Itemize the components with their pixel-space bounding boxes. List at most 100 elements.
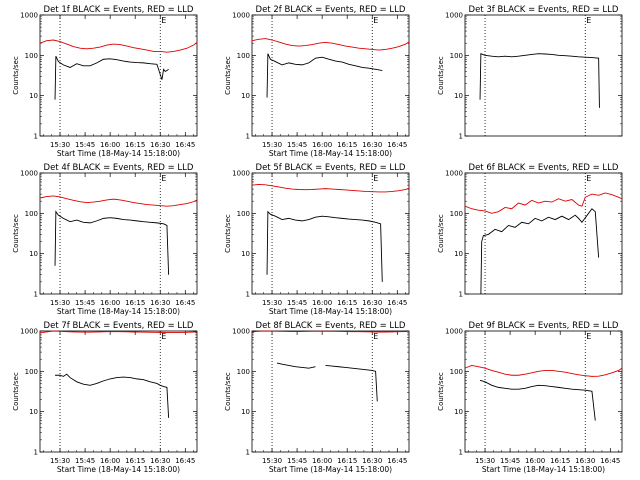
y-axis-label: Counts/sec <box>12 372 20 411</box>
x-tick-label: 15:30 <box>262 299 282 307</box>
y-tick-label: 100 <box>237 210 250 218</box>
x-tick-label: 16:00 <box>525 457 545 465</box>
panel-2: Det 2f BLACK = Events, RED = LLD 1 10 100 10… <box>224 5 410 158</box>
x-tick-label: 16:00 <box>100 299 120 307</box>
plot-frame <box>251 14 410 137</box>
lld-series-line <box>39 195 198 207</box>
x-tick-label: 16:00 <box>100 457 120 465</box>
x-tick-label: 16:00 <box>312 457 332 465</box>
events-series-line <box>480 208 600 295</box>
y-tick-label: 100 <box>237 368 250 376</box>
x-axis-label: Start Time (18-May-14 15:18:00) <box>269 465 392 474</box>
lld-series-line <box>39 39 198 53</box>
y-tick-label: 1 <box>459 133 463 141</box>
y-tick-label: 1 <box>246 449 250 457</box>
x-axis-label: Start Time (18-May-14 15:18:00) <box>269 149 392 158</box>
panel-9: Det 9f BLACK = Events, RED = LLD 1 10 100 10… <box>437 321 623 474</box>
x-tick-label: 16:45 <box>175 141 195 149</box>
time-marker-label: E <box>373 174 378 183</box>
events-series-line <box>479 52 600 108</box>
time-marker-label: E <box>586 174 591 183</box>
y-axis-label: Counts/sec <box>12 214 20 253</box>
x-tick-label: 15:30 <box>50 457 70 465</box>
events-series-line <box>55 373 170 418</box>
x-axis-label: Start Time (18-May-14 15:18:00) <box>57 307 180 316</box>
panel-title: Det 5f BLACK = Events, RED = LLD <box>256 163 406 173</box>
time-marker-label: E <box>161 332 166 341</box>
y-tick-label: 1000 <box>20 328 38 336</box>
x-axis-label: Start Time (18-May-14 15:18:00) <box>269 307 392 316</box>
y-tick-label: 100 <box>450 210 463 218</box>
y-tick-label: 100 <box>25 368 38 376</box>
plot-frame <box>251 172 410 295</box>
x-tick-label: 15:45 <box>287 299 307 307</box>
lld-series-line <box>464 364 623 377</box>
y-tick-label: 100 <box>25 52 38 60</box>
plot-frame <box>39 14 198 137</box>
y-tick-label: 100 <box>450 368 463 376</box>
plot-frame <box>464 14 623 137</box>
time-marker-label: E <box>373 332 378 341</box>
plot-frame <box>39 330 198 453</box>
x-tick-label: 16:00 <box>312 141 332 149</box>
plot-frame <box>251 330 410 453</box>
panel-title: Det 3f BLACK = Events, RED = LLD <box>469 5 619 15</box>
events-series-line <box>54 56 169 100</box>
y-axis-label: Counts/sec <box>437 372 445 411</box>
events-series-line <box>276 362 378 402</box>
x-tick-label: 16:30 <box>150 299 170 307</box>
y-tick-label: 1 <box>34 133 38 141</box>
events-series-line <box>479 379 596 421</box>
x-tick-label: 15:30 <box>50 141 70 149</box>
lld-series-line <box>39 330 198 334</box>
x-tick-label: 15:45 <box>75 457 95 465</box>
time-marker-label: E <box>586 16 591 25</box>
panel-title: Det 7f BLACK = Events, RED = LLD <box>44 321 194 331</box>
x-tick-label: 16:45 <box>387 141 407 149</box>
panel-3: Det 3f BLACK = Events, RED = LLD 1 10 100 10… <box>437 5 623 141</box>
lld-series-line <box>251 38 410 51</box>
y-tick-label: 1000 <box>232 170 250 178</box>
x-tick-label: 15:45 <box>75 141 95 149</box>
y-tick-label: 10 <box>241 250 250 258</box>
x-tick-label: 16:45 <box>387 299 407 307</box>
panel-title: Det 9f BLACK = Events, RED = LLD <box>469 321 619 331</box>
x-tick-label: 15:30 <box>50 299 70 307</box>
x-tick-label: 16:30 <box>362 141 382 149</box>
lld-series-line <box>251 183 410 193</box>
time-marker-label: E <box>373 16 378 25</box>
y-tick-label: 10 <box>241 92 250 100</box>
panel-title: Det 6f BLACK = Events, RED = LLD <box>469 163 619 173</box>
x-tick-label: 16:45 <box>387 457 407 465</box>
events-series-line <box>266 53 383 98</box>
x-tick-label: 15:30 <box>262 141 282 149</box>
y-axis-label: Counts/sec <box>12 56 20 95</box>
panel-1: Det 1f BLACK = Events, RED = LLD 1 10 100 10… <box>12 5 198 158</box>
panel-4: Det 4f BLACK = Events, RED = LLD 1 10 100 10… <box>12 163 198 316</box>
x-tick-label: 16:30 <box>150 141 170 149</box>
x-axis-label: Start Time (18-May-14 15:18:00) <box>482 465 605 474</box>
y-tick-label: 1000 <box>20 12 38 20</box>
x-tick-label: 16:15 <box>337 141 357 149</box>
events-series-line <box>266 210 383 282</box>
y-tick-label: 1000 <box>445 328 463 336</box>
x-tick-label: 16:15 <box>337 299 357 307</box>
x-tick-label: 15:45 <box>500 457 520 465</box>
x-tick-label: 16:15 <box>125 299 145 307</box>
plot-frame <box>464 172 623 295</box>
x-tick-label: 16:30 <box>150 457 170 465</box>
panel-title: Det 4f BLACK = Events, RED = LLD <box>44 163 194 173</box>
y-tick-label: 10 <box>454 250 463 258</box>
plot-frame <box>464 330 623 453</box>
time-marker-label: E <box>161 16 166 25</box>
x-axis-label: Start Time (18-May-14 15:18:00) <box>57 149 180 158</box>
x-tick-label: 15:45 <box>75 299 95 307</box>
lld-series-line <box>251 330 410 333</box>
x-tick-label: 15:30 <box>262 457 282 465</box>
y-tick-label: 10 <box>29 408 38 416</box>
x-tick-label: 16:30 <box>362 299 382 307</box>
y-tick-label: 1 <box>459 291 463 299</box>
panel-title: Det 8f BLACK = Events, RED = LLD <box>256 321 406 331</box>
panel-5: Det 5f BLACK = Events, RED = LLD 1 10 100 10… <box>224 163 410 316</box>
